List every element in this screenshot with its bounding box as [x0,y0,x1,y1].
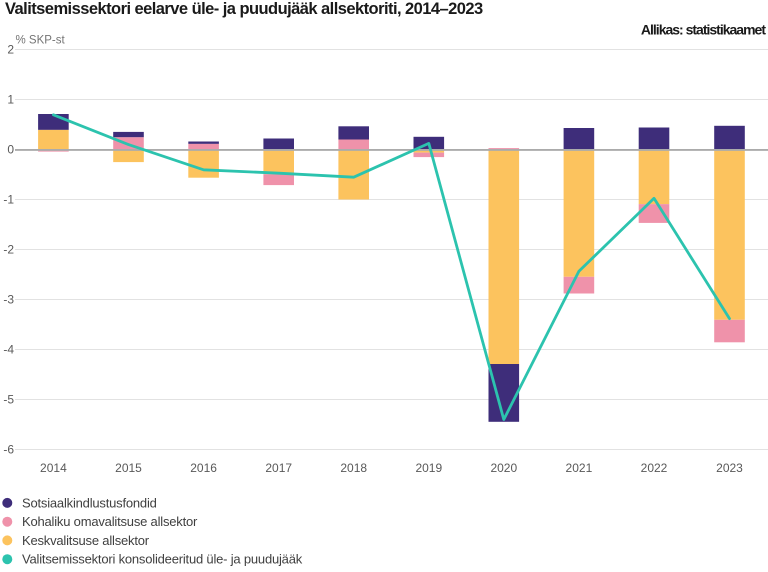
svg-text:Allikas: statistikaamet: Allikas: statistikaamet [641,21,766,37]
svg-text:2016: 2016 [190,461,217,475]
svg-text:-3: -3 [3,293,14,307]
svg-text:1: 1 [7,93,14,107]
svg-text:Kohaliku omavalitsuse allsekto: Kohaliku omavalitsuse allsektor [22,514,198,529]
svg-text:-5: -5 [3,393,14,407]
svg-text:2020: 2020 [490,461,517,475]
svg-text:2022: 2022 [641,461,668,475]
svg-text:2023: 2023 [716,461,743,475]
svg-text:2: 2 [7,43,14,57]
svg-text:Valitsemissektori eelarve üle-: Valitsemissektori eelarve üle- ja puuduj… [5,0,483,18]
svg-text:0: 0 [7,143,14,157]
svg-text:-6: -6 [3,443,14,457]
svg-text:2017: 2017 [265,461,292,475]
svg-text:2018: 2018 [340,461,367,475]
svg-text:2019: 2019 [415,461,442,475]
svg-text:Sotsiaalkindlustusfondid: Sotsiaalkindlustusfondid [22,495,157,510]
svg-text:% SKP-st: % SKP-st [16,35,66,47]
svg-text:-2: -2 [3,243,14,257]
svg-text:-4: -4 [3,343,14,357]
svg-text:Valitsemissektori konsolideeri: Valitsemissektori konsolideeritud üle- j… [22,552,303,567]
svg-text:2015: 2015 [115,461,142,475]
svg-text:2021: 2021 [566,461,593,475]
svg-text:Keskvalitsuse allsektor: Keskvalitsuse allsektor [22,533,150,548]
svg-text:-1: -1 [3,193,14,207]
svg-text:2014: 2014 [40,461,67,475]
